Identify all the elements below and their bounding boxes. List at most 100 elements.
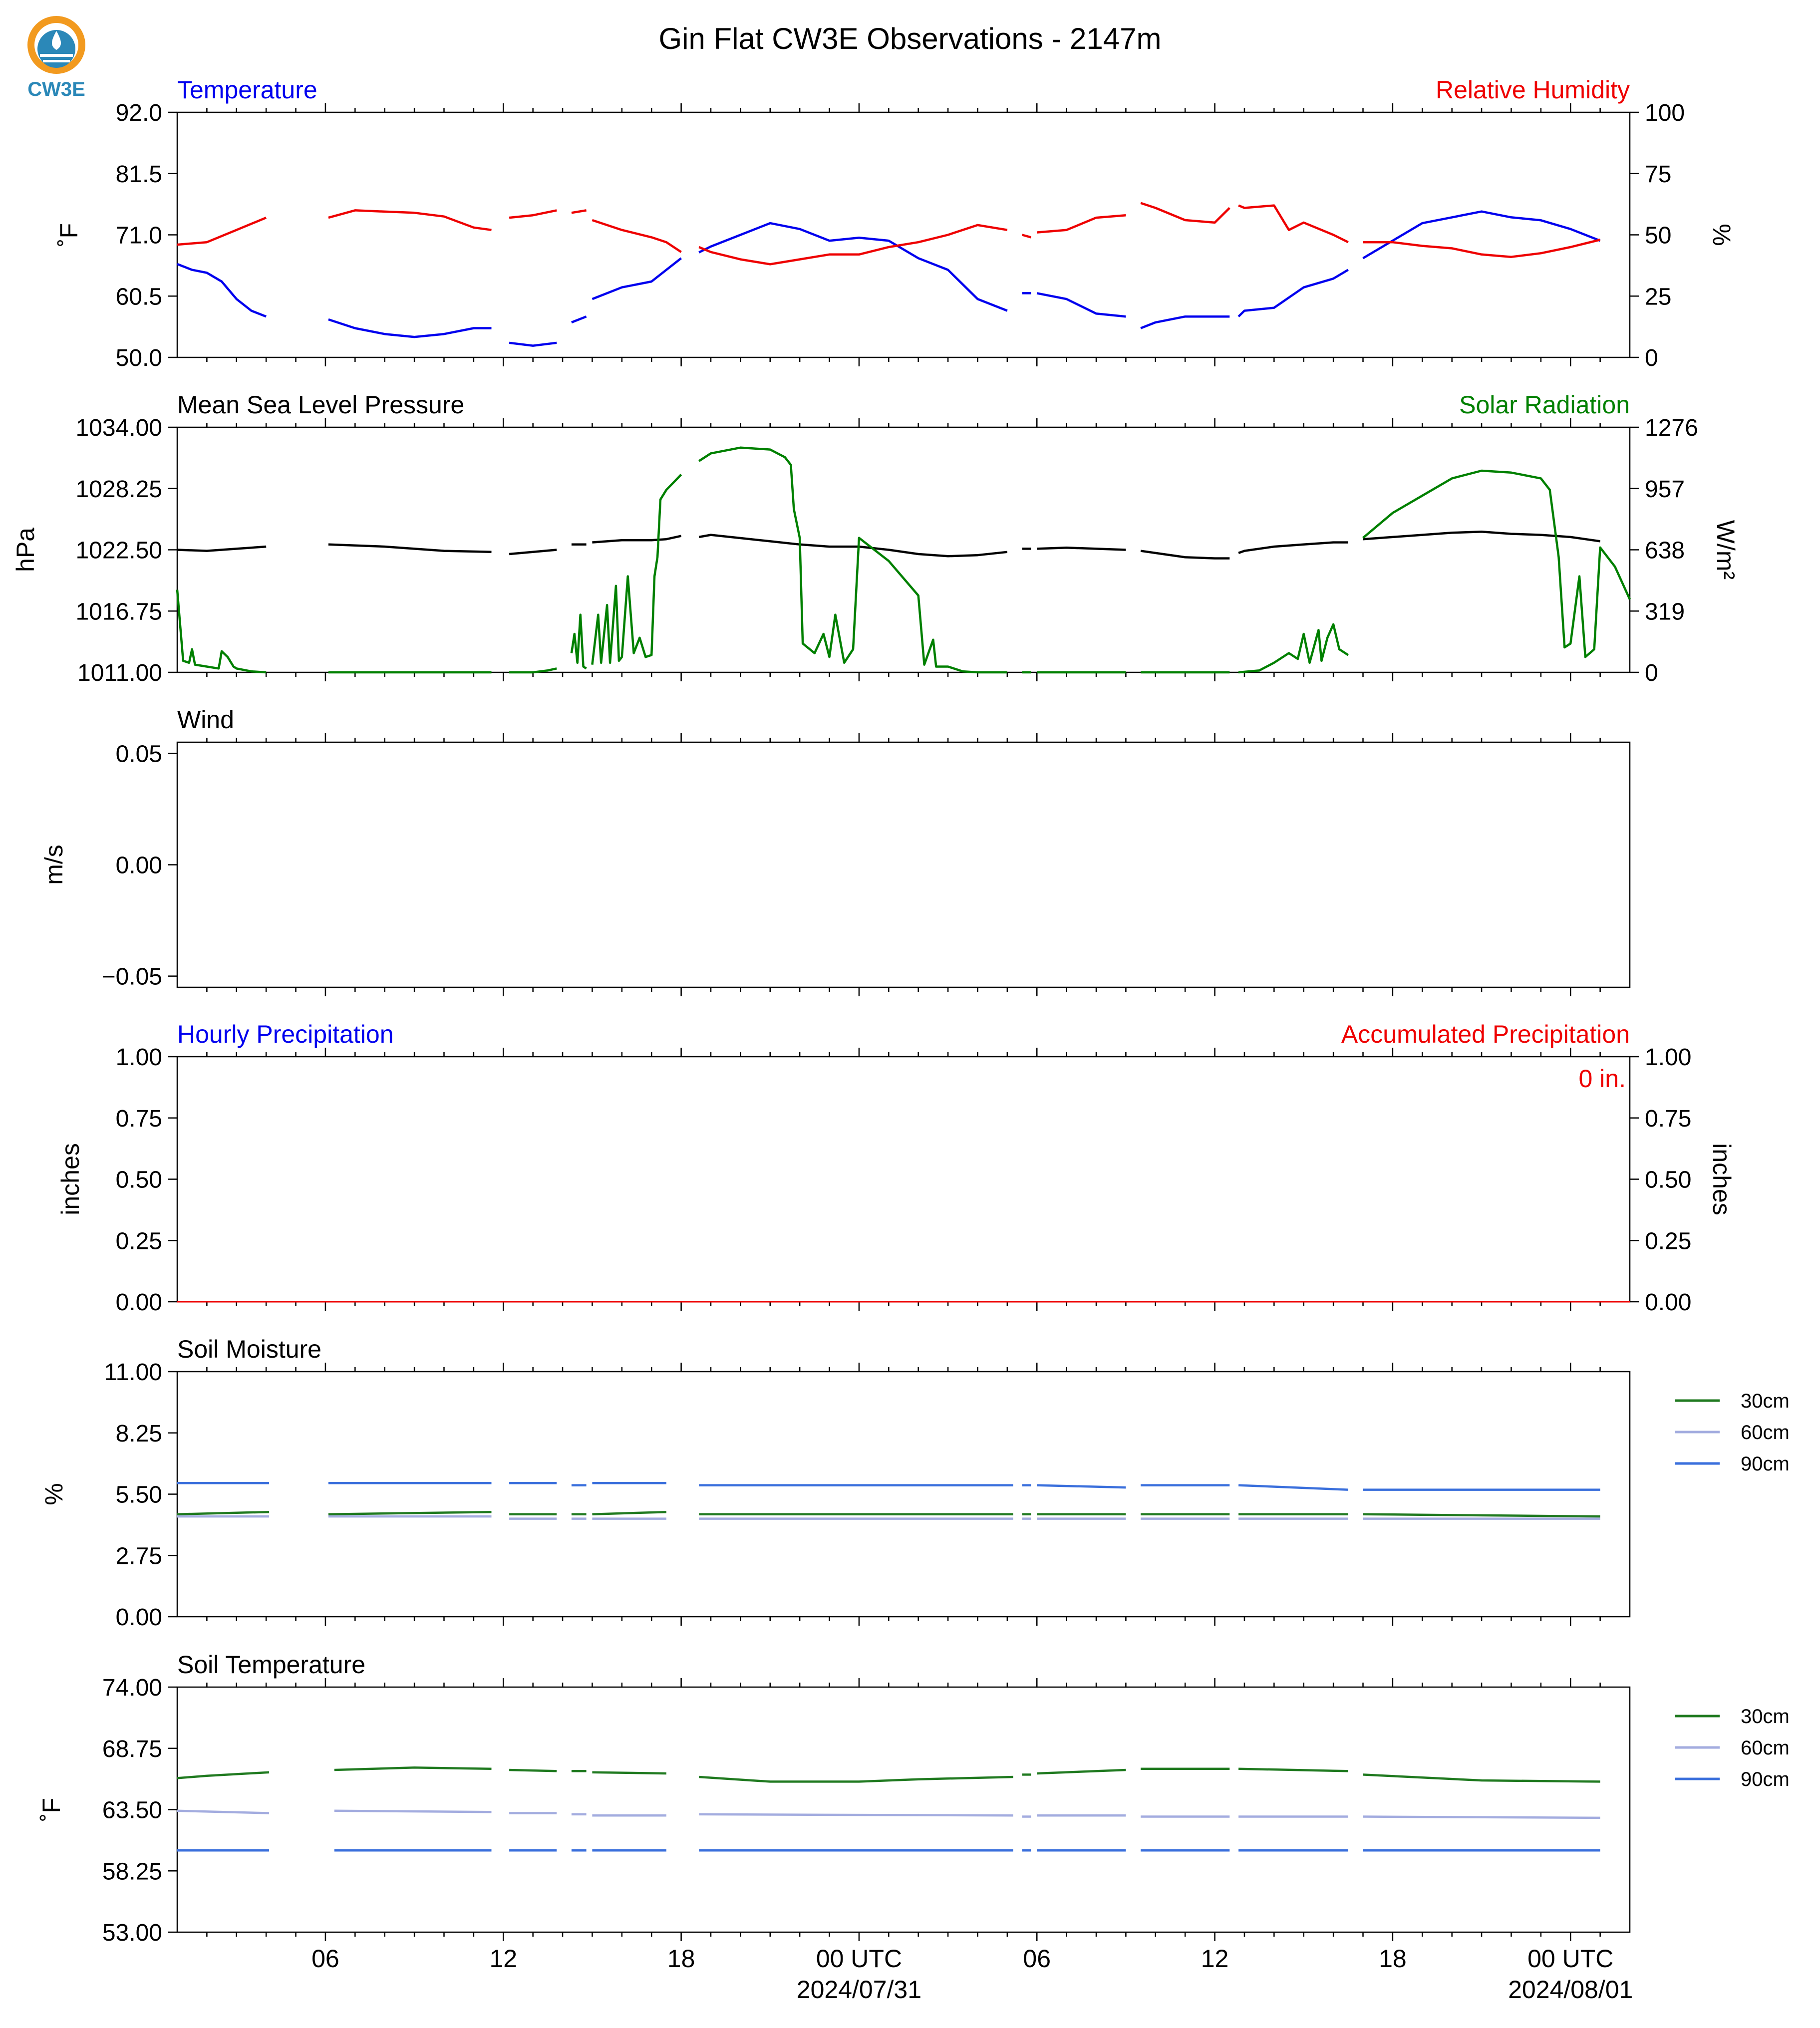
x-tick-label: 06 (311, 1945, 339, 1973)
logo-drop-icon (51, 31, 61, 50)
figure-title: Gin Flat CW3E Observations - 2147m (658, 22, 1161, 55)
wind-ytick-left-label: 0.05 (116, 741, 162, 767)
soil-temperature-series-60cm (177, 1809, 1600, 1819)
wind-title-left: Wind (177, 706, 234, 734)
temperature-humidity-ytick-left-label: 92.0 (116, 100, 162, 126)
soil-moisture-series-30cm (177, 1510, 1600, 1518)
soil-moisture-ytick-left-label: 11.00 (104, 1359, 162, 1386)
precipitation-ytick-right-label: 0.50 (1645, 1167, 1691, 1193)
precipitation-ytick-right-label: 0.75 (1645, 1106, 1691, 1132)
pressure-solar-ylabel-right: W/m² (1712, 520, 1740, 579)
pressure-solar-title-right: Solar Radiation (1459, 391, 1630, 419)
x-tick-label: 12 (489, 1945, 517, 1973)
pressure-solar-ytick-left-label: 1022.50 (75, 538, 162, 564)
pressure-solar-series-solar-radiation (176, 446, 1631, 674)
temperature-humidity-panel: 50.0 60.5 71.0 81.5 92.0 0 25 50 75 100 Temperatur… (55, 76, 1736, 371)
temperature-humidity-title-right: Relative Humidity (1436, 76, 1630, 104)
pressure-solar-ytick-left-label: 1034.00 (75, 415, 162, 441)
soil-moisture-legend-label: 30cm (1741, 1390, 1790, 1412)
precipitation-ytick-left-label: 0.25 (116, 1228, 162, 1254)
accumulated-precip-total: 0 in. (1578, 1065, 1626, 1093)
wind-ylabel-left: m/s (40, 845, 68, 885)
soil-temperature-title-left: Soil Temperature (177, 1651, 365, 1679)
soil-moisture-title-left: Soil Moisture (177, 1335, 321, 1363)
pressure-solar-panel: 1011.00 1016.75 1022.50 1028.25 1034.00 0 319 6… (11, 391, 1740, 686)
temperature-humidity-ylabel-left: ˚F (55, 223, 83, 247)
precipitation-ytick-right-label: 1.00 (1645, 1044, 1691, 1071)
soil-moisture-ylabel-left: % (40, 1483, 68, 1505)
soil-temperature-legend-label: 60cm (1741, 1737, 1790, 1759)
soil-moisture-ytick-left-label: 2.75 (116, 1543, 162, 1569)
precipitation-ytick-left-label: 0.75 (116, 1106, 162, 1132)
temperature-humidity-ytick-left-label: 50.0 (116, 345, 162, 371)
temperature-humidity-title-left: Temperature (177, 76, 317, 104)
precipitation-ylabel-right: inches (1708, 1143, 1736, 1215)
temperature-humidity-ytick-right-label: 25 (1645, 284, 1671, 310)
soil-moisture-ytick-left-label: 8.25 (116, 1421, 162, 1447)
x-tick-label: 00 UTC (816, 1945, 902, 1973)
cw3e-logo: CW3E (27, 16, 85, 100)
temperature-humidity-ytick-right-label: 50 (1645, 223, 1671, 249)
pressure-solar-ylabel-left: hPa (11, 528, 39, 572)
precipitation-ytick-right-label: 0.25 (1645, 1228, 1691, 1254)
pressure-solar-ytick-right-label: 1276 (1645, 415, 1698, 441)
x-tick-date: 2024/07/31 (797, 1976, 921, 2004)
temperature-humidity-ylabel-right: % (1708, 224, 1736, 246)
precipitation-ytick-left-label: 0.00 (116, 1289, 162, 1316)
soil-temperature-panel: 53.00 58.25 63.50 68.75 74.00 Soil Temperatur… (37, 1651, 1790, 1946)
precipitation-panel: 0.00 0.25 0.50 0.75 1.00 0.00 0.25 0.50 0.75 1.00… (56, 1020, 1736, 1316)
soil-moisture-frame (176, 1371, 1631, 1618)
pressure-solar-series-mean-sea-level-pressure (177, 530, 1600, 560)
temperature-humidity-ytick-left-label: 81.5 (116, 161, 162, 188)
soil-temperature-ylabel-left: ˚F (37, 1798, 65, 1821)
soil-moisture-series-60cm (177, 1515, 1600, 1520)
soil-temperature-ytick-left-label: 63.50 (102, 1797, 162, 1824)
precipitation-frame (176, 1056, 1631, 1303)
pressure-solar-title-left: Mean Sea Level Pressure (177, 391, 464, 419)
soil-temperature-ytick-left-label: 53.00 (102, 1920, 162, 1946)
precipitation-ytick-right-label: 0.00 (1645, 1289, 1691, 1316)
pressure-solar-ytick-right-label: 957 (1645, 476, 1685, 503)
temperature-humidity-ytick-right-label: 100 (1645, 100, 1685, 126)
soil-temperature-ytick-left-label: 58.25 (102, 1858, 162, 1885)
soil-moisture-ytick-left-label: 0.00 (116, 1604, 162, 1631)
wind-ytick-left-label: −0.05 (102, 964, 162, 990)
soil-moisture-panel: 0.00 2.75 5.50 8.25 11.00 Soil Moisture% 30cm 6… (40, 1335, 1790, 1631)
x-tick-label: 12 (1201, 1945, 1229, 1973)
soil-temperature-frame (176, 1686, 1631, 1933)
temperature-humidity-ytick-right-label: 0 (1645, 345, 1658, 371)
precipitation-title-left: Hourly Precipitation (177, 1020, 394, 1048)
x-tick-date: 2024/08/01 (1508, 1976, 1633, 2004)
soil-moisture-ytick-left-label: 5.50 (116, 1482, 162, 1508)
temperature-humidity-frame (176, 111, 1631, 358)
precipitation-title-right: Accumulated Precipitation (1341, 1020, 1630, 1048)
precipitation-ylabel-left: inches (56, 1143, 84, 1215)
soil-moisture-legend-label: 90cm (1741, 1453, 1790, 1475)
temperature-humidity-ytick-right-label: 75 (1645, 161, 1671, 188)
pressure-solar-ytick-right-label: 0 (1645, 660, 1658, 686)
wind-frame (176, 741, 1631, 988)
soil-temperature-legend-label: 30cm (1741, 1706, 1790, 1728)
pressure-solar-frame (176, 426, 1631, 673)
soil-moisture-series-90cm (177, 1481, 1600, 1491)
pressure-solar-ytick-left-label: 1011.00 (77, 660, 162, 686)
x-tick-label: 18 (1379, 1945, 1407, 1973)
precipitation-ytick-left-label: 1.00 (116, 1044, 162, 1071)
logo-text: CW3E (27, 78, 85, 100)
x-tick-label: 18 (667, 1945, 695, 1973)
panels: 50.0 60.5 71.0 81.5 92.0 0 25 50 75 100 Temperatur… (11, 76, 1790, 2004)
x-tick-label: 00 UTC (1527, 1945, 1613, 1973)
precipitation-ytick-left-label: 0.50 (116, 1167, 162, 1193)
soil-temperature-ytick-left-label: 68.75 (102, 1736, 162, 1762)
pressure-solar-ytick-left-label: 1016.75 (75, 598, 162, 625)
pressure-solar-ytick-right-label: 638 (1645, 538, 1685, 564)
soil-temperature-series-30cm (177, 1766, 1600, 1783)
x-tick-label: 06 (1023, 1945, 1051, 1973)
soil-moisture-legend-label: 60cm (1741, 1422, 1790, 1444)
wind-ytick-left-label: 0.00 (116, 853, 162, 879)
soil-temperature-ytick-left-label: 74.00 (102, 1675, 162, 1701)
wind-panel: −0.05 0.00 0.05 Wind m/s (40, 706, 1631, 996)
pressure-solar-ytick-right-label: 319 (1645, 598, 1685, 625)
pressure-solar-ytick-left-label: 1028.25 (75, 476, 162, 503)
